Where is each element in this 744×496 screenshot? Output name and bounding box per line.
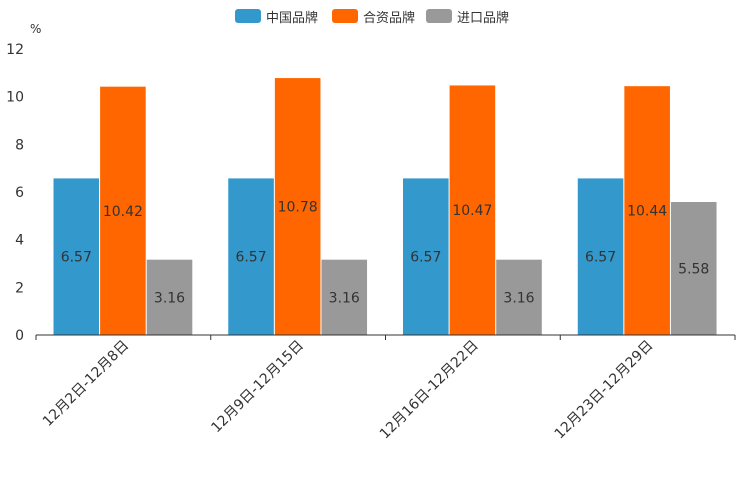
bar-value-label: 6.57 bbox=[61, 250, 92, 266]
bar[interactable] bbox=[53, 178, 100, 335]
legend-item-import-brand[interactable]: 进口品牌 bbox=[426, 8, 510, 26]
x-tick-label: 12月23日-12月29日 bbox=[552, 338, 657, 443]
bar[interactable] bbox=[321, 259, 368, 335]
legend-item-china-brand[interactable]: 中国品牌 bbox=[235, 8, 319, 26]
bar[interactable] bbox=[496, 259, 542, 335]
bar-value-label: 10.78 bbox=[278, 200, 318, 216]
bar[interactable] bbox=[449, 85, 496, 335]
bar[interactable] bbox=[670, 202, 717, 335]
y-tick-label: 8 bbox=[15, 137, 24, 153]
bar[interactable] bbox=[100, 86, 146, 335]
y-axis: 0 2 4 6 8 10 12 bbox=[6, 42, 24, 344]
legend-label-joint-venture-brand: 合资品牌 bbox=[363, 10, 416, 26]
x-tick-label: 12月2日-12月8日 bbox=[40, 338, 132, 430]
y-tick-label: 4 bbox=[15, 233, 24, 249]
y-tick-label: 2 bbox=[15, 280, 24, 296]
bar-value-label: 5.58 bbox=[678, 262, 709, 278]
bar-value-label: 6.57 bbox=[585, 250, 616, 266]
x-axis: 12月2日-12月8日 12月9日-12月15日 12月16日-12月22日 12月2… bbox=[35, 334, 736, 443]
y-tick-label: 6 bbox=[15, 185, 24, 201]
bar[interactable] bbox=[274, 78, 321, 336]
bar-value-label: 10.44 bbox=[627, 204, 667, 220]
legend-swatch-china-brand bbox=[235, 9, 261, 23]
bar-value-label: 6.57 bbox=[235, 250, 266, 266]
legend-label-import-brand: 进口品牌 bbox=[457, 10, 510, 26]
legend-label-china-brand: 中国品牌 bbox=[266, 10, 319, 26]
bar[interactable] bbox=[403, 178, 449, 335]
legend-item-joint-venture-brand[interactable]: 合资品牌 bbox=[332, 8, 416, 26]
x-tick-label: 12月16日-12月22日 bbox=[377, 338, 482, 443]
y-tick-label: 12 bbox=[6, 42, 24, 58]
legend-swatch-joint-venture-brand bbox=[332, 9, 358, 23]
bar-value-label: 3.16 bbox=[154, 290, 185, 306]
y-axis-unit-label: % bbox=[30, 22, 41, 36]
bar[interactable] bbox=[228, 178, 274, 335]
bar-value-label: 3.16 bbox=[503, 290, 534, 306]
bar-value-label: 3.16 bbox=[329, 290, 360, 306]
bar[interactable] bbox=[624, 86, 670, 336]
legend-swatch-import-brand bbox=[426, 9, 452, 23]
y-tick-label: 10 bbox=[6, 90, 24, 106]
x-tick-label: 12月9日-12月15日 bbox=[208, 338, 307, 437]
bar-series-group: 6.57 6.57 6.57 6.57 10.42 10.78 10.47 10.44 3.16… bbox=[53, 78, 717, 336]
bar[interactable] bbox=[146, 259, 193, 335]
y-tick-label: 0 bbox=[15, 328, 24, 344]
bar-value-label: 6.57 bbox=[410, 250, 441, 266]
bar-value-label: 10.42 bbox=[103, 204, 143, 220]
bar[interactable] bbox=[577, 178, 624, 335]
bar-value-label: 10.47 bbox=[452, 203, 492, 219]
